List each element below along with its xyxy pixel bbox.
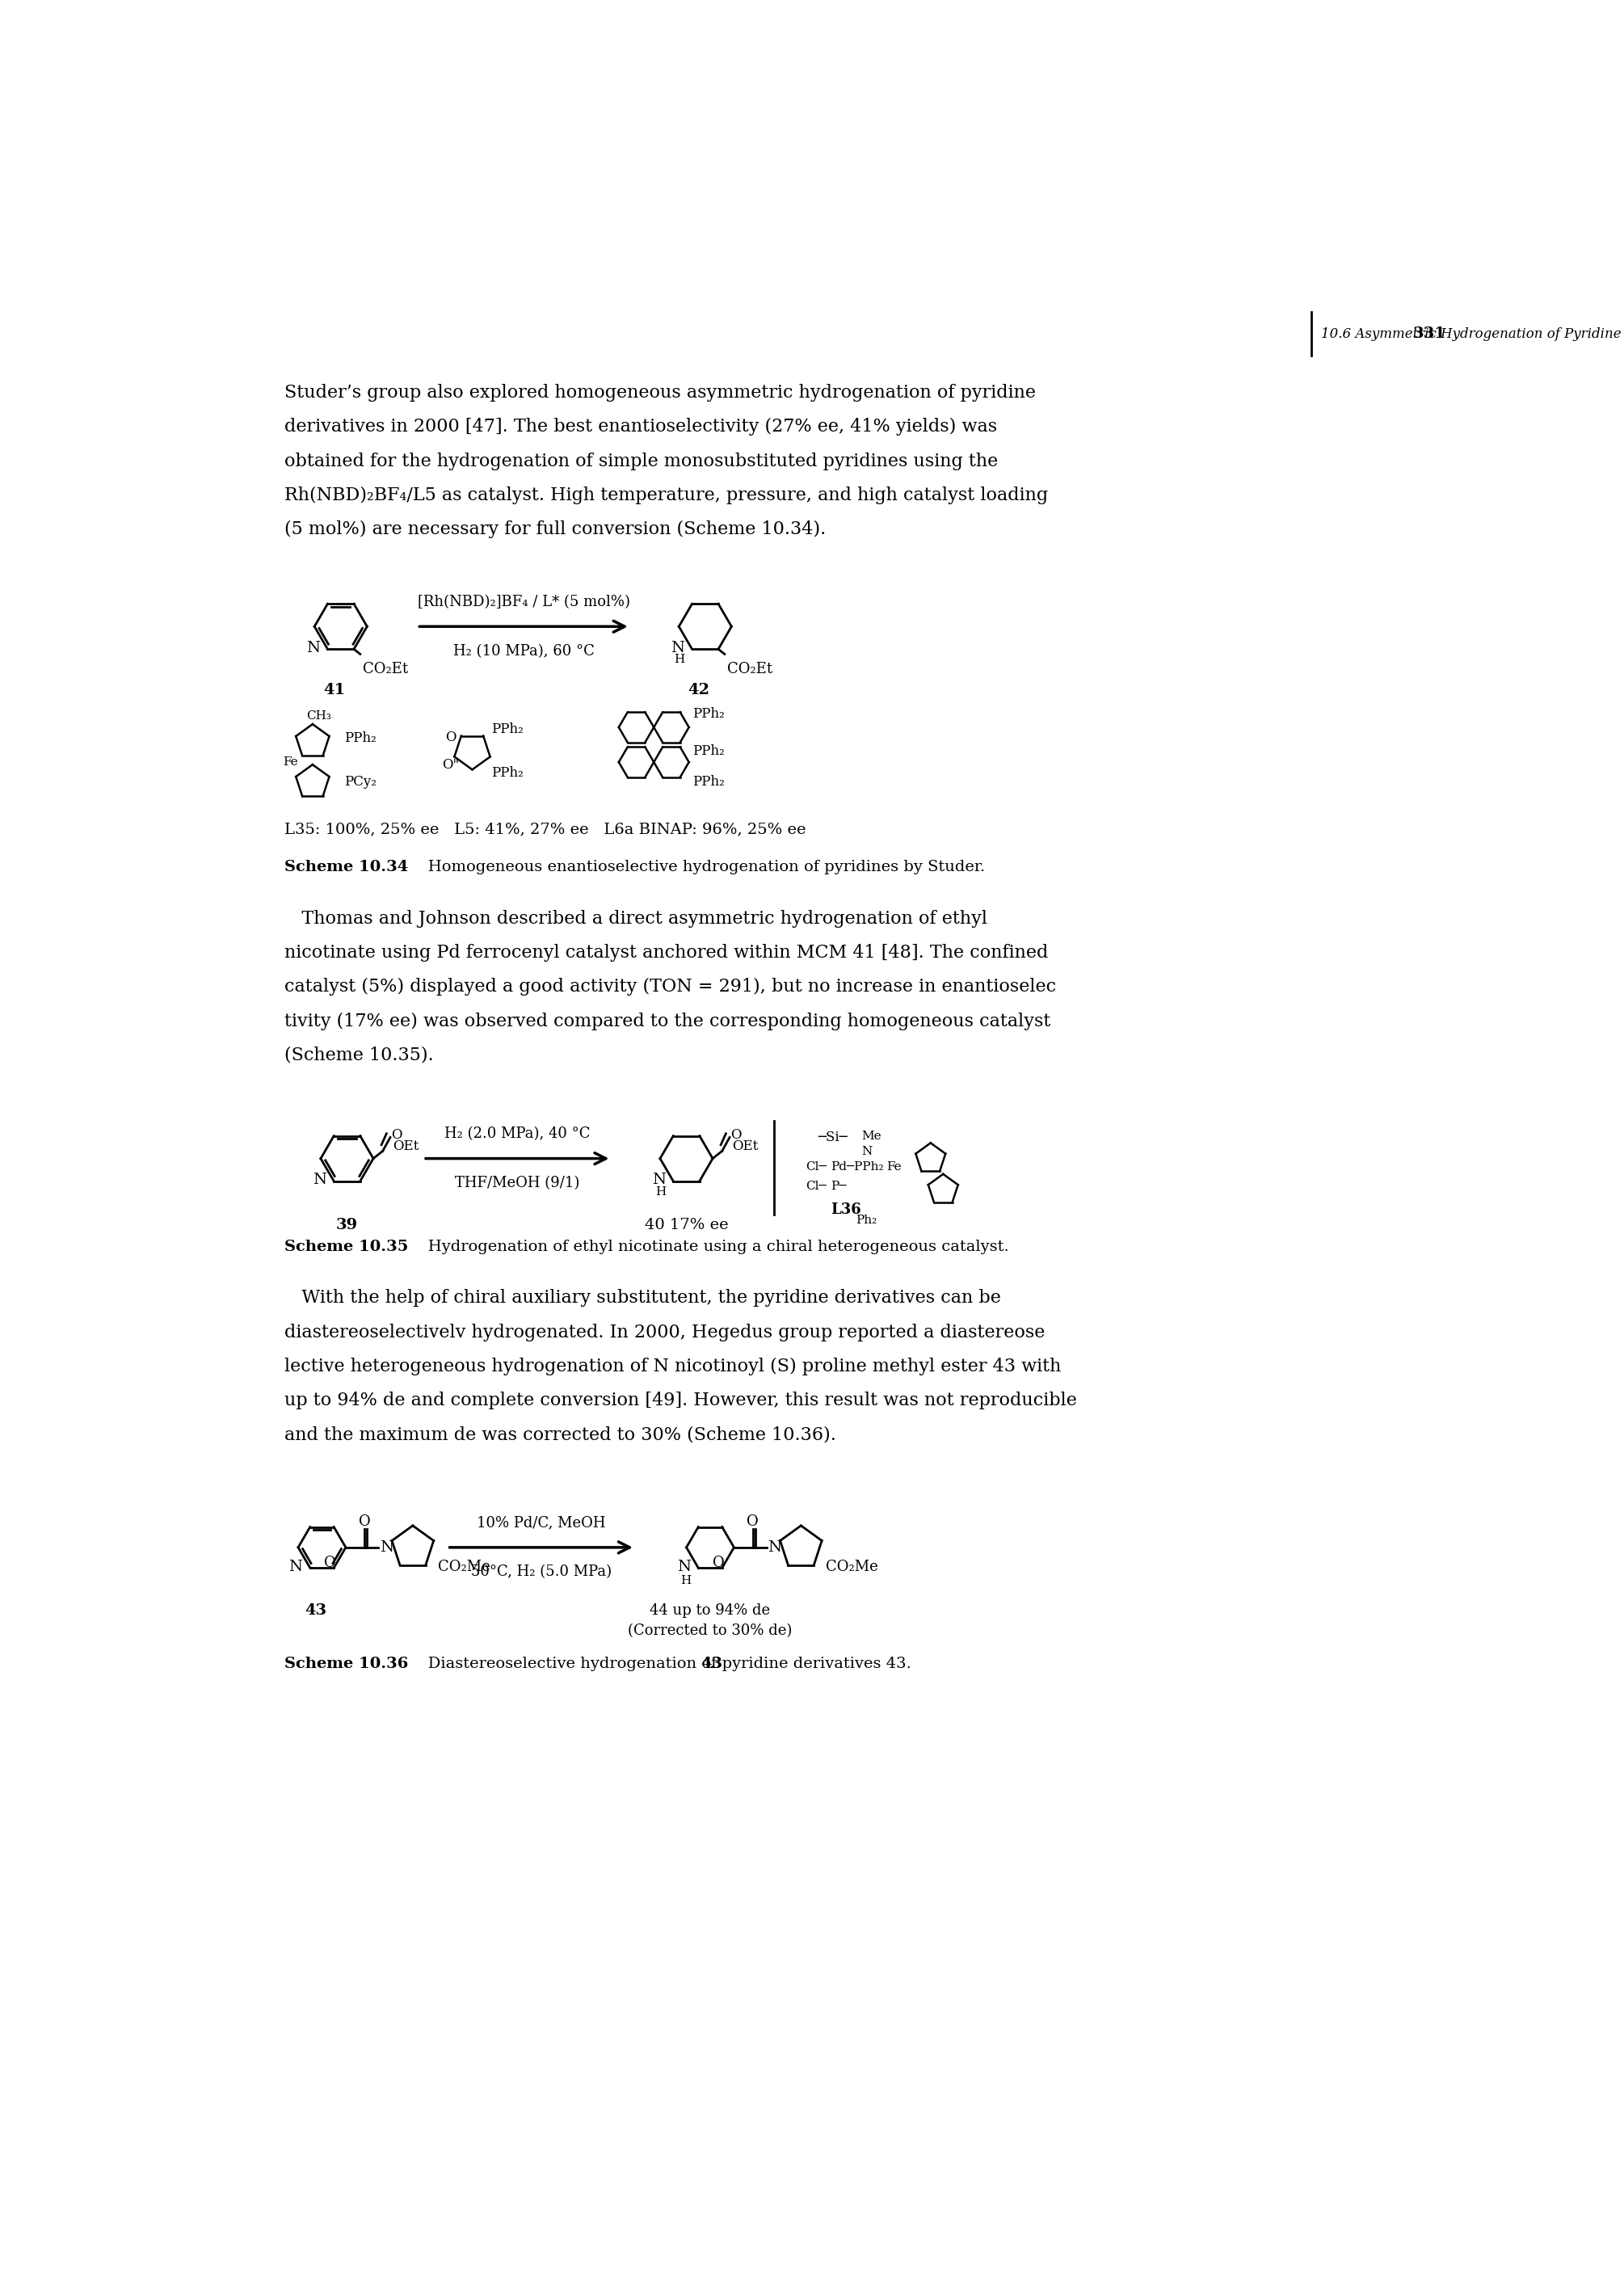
Text: 43: 43 — [305, 1604, 326, 1617]
Text: Fe: Fe — [283, 756, 299, 767]
Text: [Rh(NBD)₂]BF₄ / L* (5 mol%): [Rh(NBD)₂]BF₄ / L* (5 mol%) — [417, 596, 630, 609]
Text: Scheme 10.34: Scheme 10.34 — [284, 859, 408, 875]
Text: L35: 100%, 25% ee   L5: 41%, 27% ee   L6a BINAP: 96%, 25% ee: L35: 100%, 25% ee L5: 41%, 27% ee L6a BI… — [284, 822, 806, 836]
Text: O: O — [391, 1127, 403, 1141]
Text: ─Si─: ─Si─ — [818, 1129, 848, 1143]
Text: 50°C, H₂ (5.0 MPa): 50°C, H₂ (5.0 MPa) — [471, 1565, 612, 1578]
Text: H: H — [674, 653, 685, 664]
Text: CH₃: CH₃ — [307, 710, 331, 722]
Text: O": O" — [442, 758, 460, 772]
Text: PPh₂: PPh₂ — [490, 722, 523, 735]
Text: 10.6 Asymmetric Hydrogenation of Pyridine Derivatives: 10.6 Asymmetric Hydrogenation of Pyridin… — [1320, 328, 1624, 341]
Text: O: O — [445, 731, 456, 745]
Text: O: O — [713, 1556, 724, 1569]
Text: (Corrected to 30% de): (Corrected to 30% de) — [628, 1624, 793, 1638]
Text: P─: P─ — [830, 1180, 846, 1191]
Text: (5 mol%) are necessary for full conversion (Scheme 10.34).: (5 mol%) are necessary for full conversi… — [284, 520, 827, 538]
Text: lective heterogeneous hydrogenation of N nicotinoyl (S) proline methyl ester 43 : lective heterogeneous hydrogenation of N… — [284, 1359, 1060, 1375]
Text: Me: Me — [862, 1129, 882, 1141]
Text: Homogeneous enantioselective hydrogenation of pyridines by Studer.: Homogeneous enantioselective hydrogenati… — [412, 859, 986, 875]
Text: THF/MeOH (9/1): THF/MeOH (9/1) — [455, 1175, 580, 1191]
Text: N: N — [677, 1560, 690, 1574]
Text: O: O — [359, 1514, 370, 1528]
Text: derivatives in 2000 [47]. The best enantioselectivity (27% ee, 41% yields) was: derivatives in 2000 [47]. The best enant… — [284, 417, 997, 435]
Text: With the help of chiral auxiliary substitutent, the pyridine derivatives can be: With the help of chiral auxiliary substi… — [284, 1290, 1000, 1306]
Text: obtained for the hydrogenation of simple monosubstituted pyridines using the: obtained for the hydrogenation of simple… — [284, 451, 999, 470]
Text: .: . — [710, 1656, 715, 1670]
Text: Thomas and Johnson described a direct asymmetric hydrogenation of ethyl: Thomas and Johnson described a direct as… — [284, 910, 987, 928]
Text: 331: 331 — [1413, 328, 1445, 341]
Text: 40 17% ee: 40 17% ee — [645, 1217, 728, 1233]
Text: H: H — [680, 1574, 690, 1585]
Text: Diastereoselective hydrogenation of pyridine derivatives 43.: Diastereoselective hydrogenation of pyri… — [412, 1656, 911, 1670]
Text: catalyst (5%) displayed a good activity (TON = 291), but no increase in enantios: catalyst (5%) displayed a good activity … — [284, 978, 1056, 997]
Text: PPh₂: PPh₂ — [344, 731, 377, 745]
Text: Hydrogenation of ethyl nicotinate using a chiral heterogeneous catalyst.: Hydrogenation of ethyl nicotinate using … — [412, 1239, 1009, 1253]
Text: diastereoselectivelv hydrogenated. In 2000, Hegedus group reported a diastereose: diastereoselectivelv hydrogenated. In 20… — [284, 1324, 1044, 1340]
Text: Rh(NBD)₂BF₄/L5 as catalyst. High temperature, pressure, and high catalyst loadin: Rh(NBD)₂BF₄/L5 as catalyst. High tempera… — [284, 486, 1047, 504]
Text: N: N — [651, 1173, 666, 1187]
Text: up to 94% de and complete conversion [49]. However, this result was not reproduc: up to 94% de and complete conversion [49… — [284, 1393, 1077, 1409]
Text: N: N — [768, 1540, 781, 1556]
Text: Fe: Fe — [887, 1162, 901, 1173]
Text: O: O — [747, 1514, 758, 1528]
Text: Ph₂: Ph₂ — [856, 1214, 877, 1226]
Text: 43: 43 — [702, 1656, 723, 1670]
Text: L36: L36 — [830, 1203, 861, 1217]
Text: Cl─: Cl─ — [806, 1180, 827, 1191]
Text: PPh₂: PPh₂ — [693, 745, 724, 758]
Text: (Scheme 10.35).: (Scheme 10.35). — [284, 1047, 434, 1065]
Text: O: O — [325, 1556, 336, 1569]
Text: H: H — [654, 1187, 666, 1198]
Text: Cl─: Cl─ — [806, 1162, 827, 1173]
Text: N: N — [380, 1540, 393, 1556]
Text: CO₂Et: CO₂Et — [728, 662, 773, 676]
Text: H₂ (2.0 MPa), 40 °C: H₂ (2.0 MPa), 40 °C — [445, 1127, 590, 1141]
Text: CO₂Et: CO₂Et — [362, 662, 408, 676]
Text: nicotinate using Pd ferrocenyl catalyst anchored within MCM 41 [48]. The confine: nicotinate using Pd ferrocenyl catalyst … — [284, 944, 1047, 962]
Text: OEt: OEt — [732, 1141, 758, 1155]
Text: PPh₂: PPh₂ — [693, 774, 724, 788]
Text: N: N — [671, 641, 685, 655]
Text: N: N — [312, 1173, 326, 1187]
Text: OEt: OEt — [393, 1141, 419, 1155]
Text: 42: 42 — [689, 683, 710, 696]
Text: Scheme 10.36: Scheme 10.36 — [284, 1656, 408, 1670]
Text: 10% Pd/C, MeOH: 10% Pd/C, MeOH — [477, 1514, 606, 1530]
Text: and the maximum de was corrected to 30% (Scheme 10.36).: and the maximum de was corrected to 30% … — [284, 1425, 836, 1443]
Text: 39: 39 — [336, 1217, 357, 1233]
Text: CO₂Me: CO₂Me — [438, 1560, 490, 1574]
Text: 41: 41 — [323, 683, 346, 696]
Text: Studer’s group also explored homogeneous asymmetric hydrogenation of pyridine: Studer’s group also explored homogeneous… — [284, 385, 1036, 401]
Text: CO₂Me: CO₂Me — [827, 1560, 879, 1574]
Text: N: N — [307, 641, 320, 655]
Text: N: N — [862, 1146, 872, 1157]
Text: H₂ (10 MPa), 60 °C: H₂ (10 MPa), 60 °C — [453, 644, 594, 658]
Text: Pd─PPh₂: Pd─PPh₂ — [830, 1162, 883, 1173]
Text: PPh₂: PPh₂ — [693, 706, 724, 719]
Text: Scheme 10.35: Scheme 10.35 — [284, 1239, 408, 1253]
Text: tivity (17% ee) was observed compared to the corresponding homogeneous catalyst: tivity (17% ee) was observed compared to… — [284, 1013, 1051, 1031]
Text: PPh₂: PPh₂ — [490, 765, 523, 779]
Text: 44 up to 94% de: 44 up to 94% de — [650, 1604, 770, 1617]
Text: O: O — [731, 1127, 742, 1141]
Text: PCy₂: PCy₂ — [344, 774, 377, 788]
Text: N: N — [289, 1560, 302, 1574]
